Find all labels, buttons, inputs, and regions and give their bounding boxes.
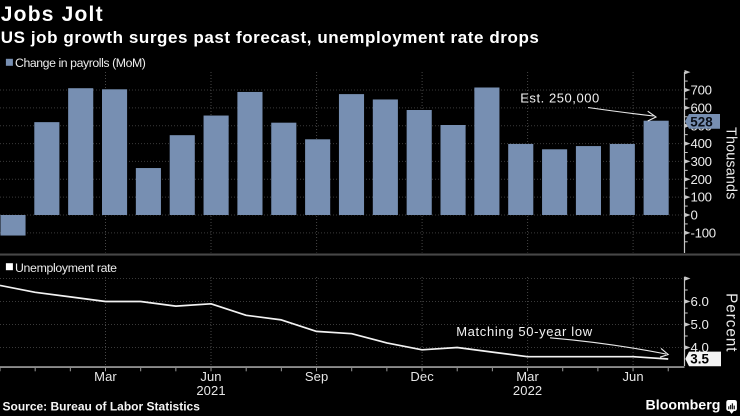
svg-text:Percent: Percent (722, 293, 739, 352)
svg-text:Bloomberg: Bloomberg (646, 398, 721, 414)
svg-text:3.5: 3.5 (690, 352, 709, 367)
svg-text:-100: -100 (691, 225, 716, 240)
svg-text:0: 0 (691, 208, 698, 223)
svg-text:100: 100 (691, 190, 712, 205)
svg-text:400: 400 (691, 136, 712, 151)
svg-text:Source: Bureau of Labor Statis: Source: Bureau of Labor Statistics (3, 400, 201, 414)
svg-text:5.0: 5.0 (691, 317, 709, 332)
svg-text:2022: 2022 (513, 383, 542, 398)
svg-text:300: 300 (691, 154, 712, 169)
svg-text:Unemployment rate: Unemployment rate (15, 261, 117, 275)
svg-text:2021: 2021 (196, 383, 225, 398)
svg-text:528: 528 (690, 115, 713, 130)
svg-text:Jobs Jolt: Jobs Jolt (1, 3, 104, 26)
svg-text:Mar: Mar (516, 369, 539, 384)
svg-text:Sep: Sep (305, 369, 328, 384)
svg-text:Est. 250,000: Est. 250,000 (520, 90, 600, 105)
svg-text:600: 600 (691, 100, 712, 115)
svg-text:6.0: 6.0 (691, 294, 709, 309)
svg-text:200: 200 (691, 172, 712, 187)
svg-text:Jun: Jun (622, 369, 643, 384)
svg-text:Jun: Jun (200, 369, 221, 384)
svg-text:Mar: Mar (94, 369, 117, 384)
svg-text:Change in payrolls (MoM): Change in payrolls (MoM) (15, 56, 146, 70)
svg-text:Dec: Dec (410, 369, 434, 384)
svg-text:Matching 50-year low: Matching 50-year low (456, 324, 593, 339)
svg-text:700: 700 (691, 83, 712, 98)
svg-text:Thousands: Thousands (722, 127, 738, 200)
svg-text:4.0: 4.0 (691, 340, 709, 355)
svg-text:US job growth surges past fore: US job growth surges past forecast, unem… (1, 28, 540, 47)
